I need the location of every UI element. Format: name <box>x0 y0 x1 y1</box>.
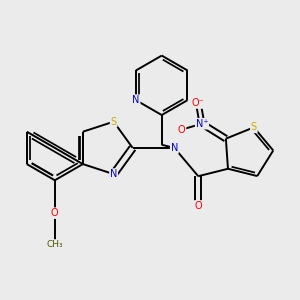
Text: N: N <box>110 169 117 179</box>
Text: O: O <box>194 201 202 211</box>
Text: CH₃: CH₃ <box>46 240 63 249</box>
Text: O: O <box>51 208 59 218</box>
Text: N: N <box>132 95 140 105</box>
Text: N⁺: N⁺ <box>196 119 208 129</box>
Text: N: N <box>171 143 178 153</box>
Text: S: S <box>111 117 117 127</box>
Text: S: S <box>251 122 257 132</box>
Text: O: O <box>178 124 186 134</box>
Text: O⁻: O⁻ <box>192 98 205 108</box>
